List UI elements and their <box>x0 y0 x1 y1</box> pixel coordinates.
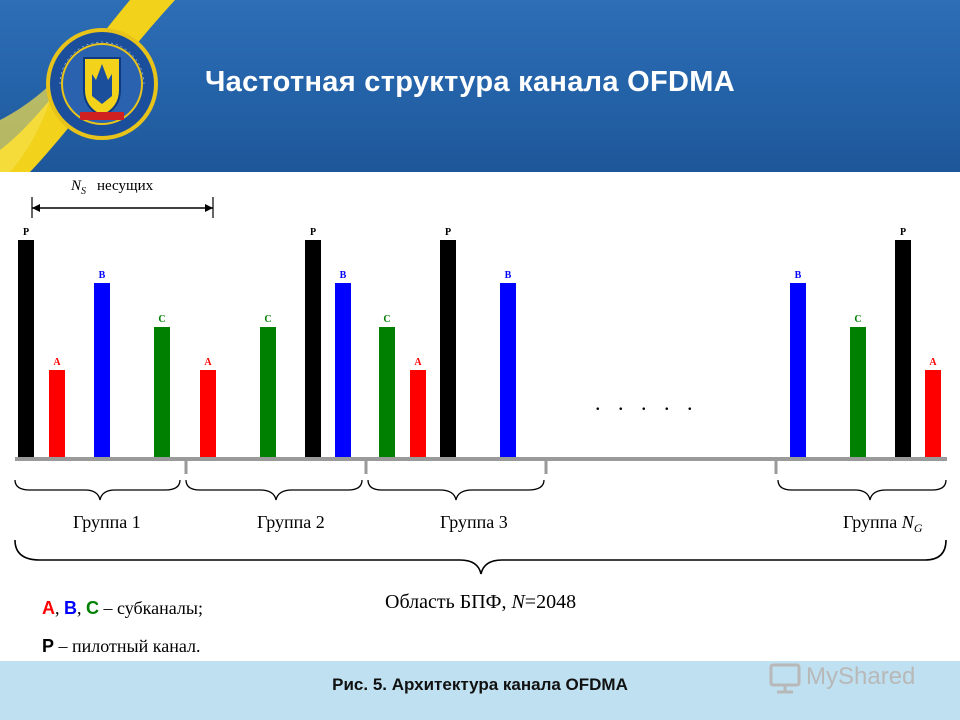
bar-label-pilot-0: P <box>23 227 29 238</box>
bar-label-pilot-10: P <box>445 227 451 238</box>
bar-label-a-15: A <box>929 357 937 368</box>
fft-label: Область БПФ, N=2048 <box>385 591 576 613</box>
page-title: Частотная структура канала OFDMA <box>205 66 735 98</box>
bar-label-b-12: B <box>795 270 802 281</box>
ns-symbol: NS <box>70 178 86 197</box>
bar-c-13 <box>850 327 866 457</box>
ns-label: несущих <box>97 178 154 194</box>
group-label-2: Группа 2 <box>257 512 325 532</box>
bar-a-9 <box>410 370 426 457</box>
bar-label-c-3: C <box>158 314 165 325</box>
ellipsis: . . . . . <box>595 390 699 415</box>
subcarrier-bars: P A B C A C P B C A P B B C P A <box>18 227 941 457</box>
yellow-swoosh-highlight <box>0 80 55 172</box>
bar-pilot-10 <box>440 240 456 457</box>
watermark-brand: MyShared <box>806 663 916 690</box>
bar-label-c-13: C <box>854 314 861 325</box>
presentation-screen-icon <box>769 663 801 694</box>
group-label-1: Группа 1 <box>73 512 141 532</box>
header-decoration <box>0 0 175 172</box>
bar-b-7 <box>335 283 351 457</box>
ofdma-frequency-diagram: NS несущих P A B C A C P B C A P B B C P A . . . . . Гр… <box>14 178 947 656</box>
bar-c-8 <box>379 327 395 457</box>
bar-label-c-5: C <box>264 314 271 325</box>
bar-a-4 <box>200 370 216 457</box>
bar-a-1 <box>49 370 65 457</box>
bar-b-2 <box>94 283 110 457</box>
legend-pilot: P – пилотный канал. <box>42 636 200 656</box>
bar-label-b-7: B <box>340 270 347 281</box>
bar-label-pilot-14: P <box>900 227 906 238</box>
bar-b-11 <box>500 283 516 457</box>
emblem-ribbon <box>80 112 124 120</box>
legend-subchannels: A, B, C – субканалы; <box>42 598 203 618</box>
group-label-ng: Группа NG <box>843 512 923 535</box>
bar-pilot-14 <box>895 240 911 457</box>
trident-icon <box>92 64 112 104</box>
emblem-logo <box>46 28 158 140</box>
bar-label-b-11: B <box>505 270 512 281</box>
group-label-3: Группа 3 <box>440 512 508 532</box>
bar-b-12 <box>790 283 806 457</box>
bar-label-a-9: A <box>414 357 422 368</box>
brace-group-1 <box>14 479 181 501</box>
figure-caption: Рис. 5. Архитектура канала OFDMA <box>332 675 628 694</box>
bar-label-a-1: A <box>53 357 61 368</box>
bar-label-b-2: B <box>99 270 106 281</box>
bar-label-a-4: A <box>204 357 212 368</box>
bar-pilot-0 <box>18 240 34 457</box>
fft-brace <box>14 539 947 575</box>
group-braces <box>14 479 947 501</box>
group-dividers <box>184 459 778 474</box>
brace-group-ng <box>777 479 947 501</box>
bar-pilot-6 <box>305 240 321 457</box>
bar-c-5 <box>260 327 276 457</box>
bar-label-c-8: C <box>383 314 390 325</box>
bar-c-3 <box>154 327 170 457</box>
bar-a-15 <box>925 370 941 457</box>
ns-carriers-annotation: NS несущих <box>31 178 214 218</box>
brace-group-2 <box>185 479 363 501</box>
bar-label-pilot-6: P <box>310 227 316 238</box>
header-banner: Частотная структура канала OFDMA <box>0 0 960 172</box>
brace-group-3 <box>367 479 545 501</box>
legend: A, B, C – субканалы; P – пилотный канал. <box>42 598 203 656</box>
watermark-logo: MyShared <box>768 659 958 695</box>
